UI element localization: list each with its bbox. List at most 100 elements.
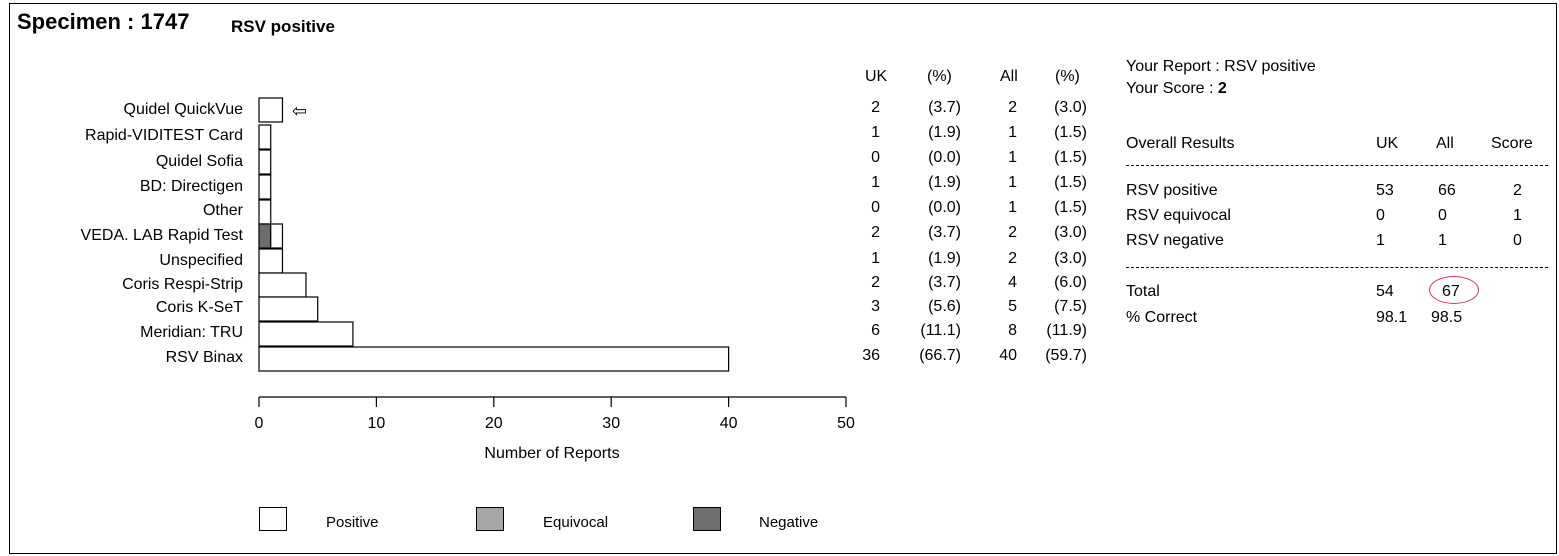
category-label: Coris K-SeT bbox=[155, 299, 243, 316]
category-label: Quidel Sofia bbox=[155, 153, 243, 170]
bar-positive bbox=[258, 149, 272, 175]
bar-positive bbox=[258, 124, 272, 150]
table-cell: 8 bbox=[1008, 322, 1017, 339]
table-cell: (0.0) bbox=[928, 199, 961, 216]
table-cell: 0 bbox=[871, 199, 880, 216]
total-all-circle bbox=[1429, 276, 1479, 304]
overall-results-label: Overall Results bbox=[1126, 135, 1235, 152]
bar-positive bbox=[258, 97, 284, 123]
table-cell: (11.1) bbox=[920, 322, 961, 339]
bar-positive bbox=[258, 199, 272, 225]
table-cell: 1 bbox=[1008, 174, 1017, 191]
table-cell: 2 bbox=[1008, 99, 1017, 116]
overall-row-value: 1 bbox=[1376, 232, 1385, 249]
bar-positive bbox=[258, 321, 354, 347]
overall-row-value: 53 bbox=[1376, 182, 1394, 199]
table-cell: 6 bbox=[871, 322, 880, 339]
overall-row-value: 0 bbox=[1438, 207, 1447, 224]
table-cell: (1.9) bbox=[928, 174, 961, 191]
category-label: Rapid-VIDITEST Card bbox=[85, 127, 243, 144]
table-cell: 1 bbox=[1008, 149, 1017, 166]
your-report: Your Report : RSV positive bbox=[1126, 58, 1316, 75]
table-cell: 1 bbox=[1008, 124, 1017, 141]
correct-all: 98.5 bbox=[1431, 309, 1463, 326]
table-cell: 2 bbox=[1008, 224, 1017, 241]
bar-positive bbox=[258, 248, 284, 274]
x-tick-label: 30 bbox=[602, 415, 620, 432]
table-cell: (3.0) bbox=[1054, 99, 1087, 116]
correct-uk: 98.1 bbox=[1376, 309, 1408, 326]
x-tick-label: 50 bbox=[837, 415, 855, 432]
category-label: Meridian: TRU bbox=[140, 324, 243, 341]
divider bbox=[1126, 267, 1548, 268]
table-cell: (1.9) bbox=[928, 250, 961, 267]
table-cell: (1.5) bbox=[1054, 149, 1087, 166]
table-cell: (0.0) bbox=[928, 149, 961, 166]
overall-row-label: RSV positive bbox=[1126, 182, 1218, 199]
bar-positive bbox=[270, 223, 284, 249]
legend-swatch-negative bbox=[693, 507, 721, 531]
table-cell: 5 bbox=[1008, 298, 1017, 315]
table-cell: (3.0) bbox=[1054, 224, 1087, 241]
category-label: Quidel QuickVue bbox=[123, 101, 243, 118]
x-tick-label: 40 bbox=[720, 415, 738, 432]
bar-negative bbox=[258, 223, 272, 249]
overall-header-all: All bbox=[1436, 135, 1454, 152]
table-cell: 3 bbox=[871, 298, 880, 315]
category-label: RSV Binax bbox=[165, 349, 243, 366]
category-label: BD: Directigen bbox=[139, 178, 243, 195]
overall-row-label: RSV equivocal bbox=[1126, 207, 1231, 224]
x-tick-label: 0 bbox=[255, 415, 264, 432]
table-cell: 2 bbox=[1008, 250, 1017, 267]
table-cell: (1.9) bbox=[928, 124, 961, 141]
table-cell: 2 bbox=[871, 99, 880, 116]
legend-label-negative: Negative bbox=[759, 514, 819, 531]
category-label: Other bbox=[202, 202, 243, 219]
table-header-uk-pct: (%) bbox=[927, 68, 952, 85]
table-cell: (7.5) bbox=[1054, 298, 1087, 315]
overall-row-value: 0 bbox=[1376, 207, 1385, 224]
table-cell: (1.5) bbox=[1054, 124, 1087, 141]
specimen-result: RSV positive bbox=[231, 17, 335, 36]
legend-swatch-positive bbox=[259, 507, 287, 531]
table-cell: 1 bbox=[871, 174, 880, 191]
x-axis-label: Number of Reports bbox=[484, 445, 619, 462]
bar-positive bbox=[258, 296, 319, 322]
x-tick-label: 20 bbox=[485, 415, 503, 432]
overall-row-label: RSV negative bbox=[1126, 232, 1224, 249]
table-cell: 1 bbox=[871, 250, 880, 267]
table-cell: (3.7) bbox=[928, 224, 961, 241]
table-cell: 40 bbox=[999, 347, 1017, 364]
legend-swatch-equivocal bbox=[476, 507, 504, 531]
legend-label-equivocal: Equivocal bbox=[543, 514, 609, 531]
bar-positive bbox=[258, 272, 307, 298]
score-label: Your Score : bbox=[1126, 80, 1218, 97]
table-cell: 36 bbox=[862, 347, 880, 364]
table-cell: (3.7) bbox=[928, 99, 961, 116]
overall-header-uk: UK bbox=[1376, 135, 1399, 152]
divider bbox=[1126, 165, 1548, 166]
category-label: Unspecified bbox=[159, 252, 243, 269]
table-cell: (3.0) bbox=[1054, 250, 1087, 267]
overall-row-value: 66 bbox=[1438, 182, 1456, 199]
table-cell: (6.0) bbox=[1054, 274, 1087, 291]
total-label: Total bbox=[1126, 283, 1160, 300]
table-cell: 0 bbox=[871, 149, 880, 166]
table-cell: 1 bbox=[1008, 199, 1017, 216]
bar-positive bbox=[258, 346, 730, 372]
specimen-title: Specimen : 1747 bbox=[17, 9, 190, 34]
score-value: 2 bbox=[1217, 80, 1227, 97]
category-label: Coris Respi-Strip bbox=[122, 276, 243, 293]
x-tick-label: 10 bbox=[368, 415, 386, 432]
table-header-all-pct: (%) bbox=[1055, 68, 1080, 85]
your-score: Your Score : 2 bbox=[1126, 80, 1227, 98]
overall-row-value: 2 bbox=[1513, 182, 1522, 199]
table-cell: 2 bbox=[871, 274, 880, 291]
table-cell: (1.5) bbox=[1054, 174, 1087, 191]
table-cell: (66.7) bbox=[919, 347, 961, 364]
legend-label-positive: Positive bbox=[326, 514, 379, 531]
table-cell: (11.9) bbox=[1046, 322, 1087, 339]
overall-row-value: 1 bbox=[1513, 207, 1522, 224]
table-cell: 4 bbox=[1008, 274, 1017, 291]
table-cell: 1 bbox=[871, 124, 880, 141]
